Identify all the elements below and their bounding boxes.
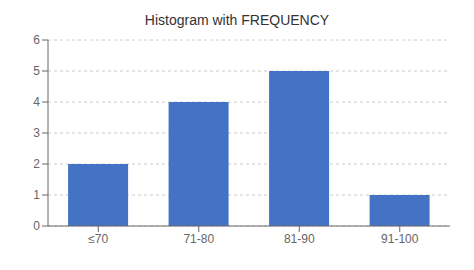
svg-text:81-90: 81-90 [284,232,315,246]
html-text:Histogram with FREQUENCY: Histogram with FREQUENCY [144,12,330,28]
svg-text:5: 5 [33,64,40,78]
svg-text:71-80: 71-80 [183,232,214,246]
svg-text:≤70: ≤70 [88,232,108,246]
svg-text:0: 0 [33,219,40,233]
svg-text:1: 1 [33,188,40,202]
svg-text:91-100: 91-100 [381,232,419,246]
svg-text:2: 2 [33,157,40,171]
svg-text:4: 4 [33,95,40,109]
svg-text:3: 3 [33,126,40,140]
svg-text:6: 6 [33,33,40,47]
